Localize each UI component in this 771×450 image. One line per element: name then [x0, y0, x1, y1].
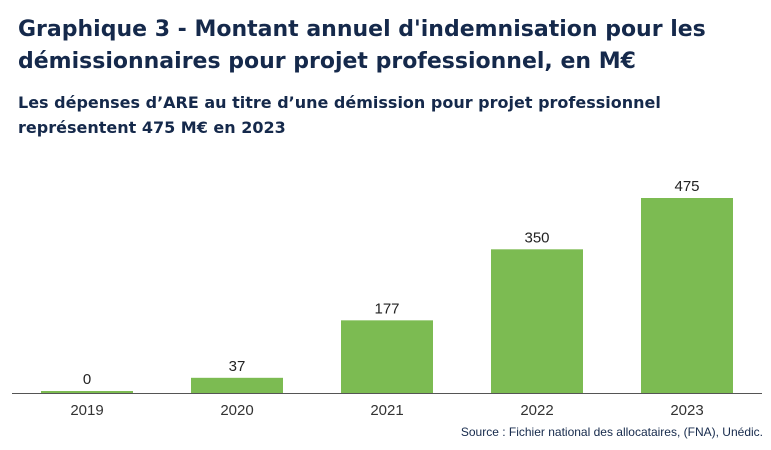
bar — [41, 391, 133, 393]
bar-chart: 0 2019 37 2020 177 2021 350 2022 475 2023 — [12, 178, 762, 419]
data-label: 475 — [674, 178, 699, 195]
source-note: Source : Fichier national des allocatair… — [460, 425, 763, 439]
x-tick-label: 2021 — [370, 402, 403, 419]
data-label: 37 — [229, 358, 246, 375]
x-tick-label: 2020 — [220, 402, 253, 419]
x-tick-label: 2019 — [70, 402, 103, 419]
data-label: 350 — [524, 229, 549, 246]
bar — [341, 320, 433, 393]
chart-title: Graphique 3 - Montant annuel d'indemnisa… — [18, 17, 706, 74]
bar — [641, 198, 733, 393]
x-tick-label: 2022 — [520, 402, 553, 419]
data-label: 177 — [374, 300, 399, 317]
x-tick-label: 2023 — [670, 402, 703, 419]
data-label: 0 — [83, 371, 91, 388]
chart-subtitle: Les dépenses d’ARE au titre d’une démiss… — [18, 93, 661, 137]
bar — [191, 377, 283, 393]
bar — [491, 249, 583, 393]
